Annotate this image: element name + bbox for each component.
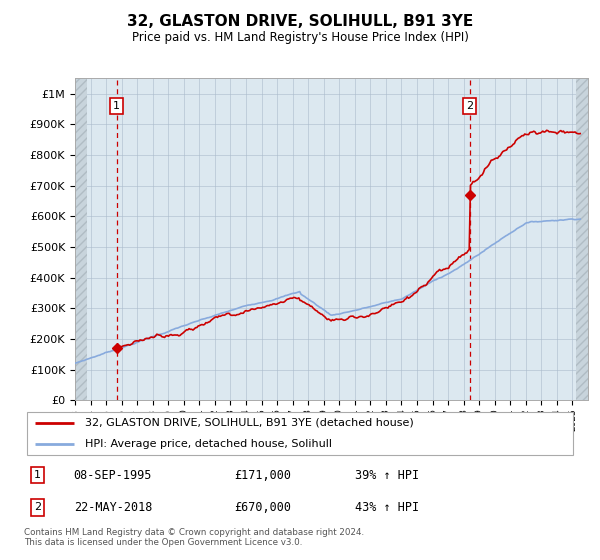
Bar (75, 78, 86, 400)
Text: 43% ↑ HPI: 43% ↑ HPI (355, 501, 419, 514)
Text: £670,000: £670,000 (234, 501, 291, 514)
FancyBboxPatch shape (27, 412, 573, 455)
Text: 22-MAY-2018: 22-MAY-2018 (74, 501, 152, 514)
Text: £171,000: £171,000 (234, 469, 291, 482)
Text: 2: 2 (466, 101, 473, 111)
Text: Price paid vs. HM Land Registry's House Price Index (HPI): Price paid vs. HM Land Registry's House … (131, 31, 469, 44)
Text: 1: 1 (34, 470, 41, 480)
Text: 39% ↑ HPI: 39% ↑ HPI (355, 469, 419, 482)
Text: 08-SEP-1995: 08-SEP-1995 (74, 469, 152, 482)
Text: Contains HM Land Registry data © Crown copyright and database right 2024.
This d: Contains HM Land Registry data © Crown c… (24, 528, 364, 547)
Text: 32, GLASTON DRIVE, SOLIHULL, B91 3YE (detached house): 32, GLASTON DRIVE, SOLIHULL, B91 3YE (de… (85, 418, 413, 428)
Text: 32, GLASTON DRIVE, SOLIHULL, B91 3YE: 32, GLASTON DRIVE, SOLIHULL, B91 3YE (127, 14, 473, 29)
Text: HPI: Average price, detached house, Solihull: HPI: Average price, detached house, Soli… (85, 439, 332, 449)
Bar (577, 78, 588, 400)
Text: 1: 1 (113, 101, 121, 111)
Text: 2: 2 (34, 502, 41, 512)
